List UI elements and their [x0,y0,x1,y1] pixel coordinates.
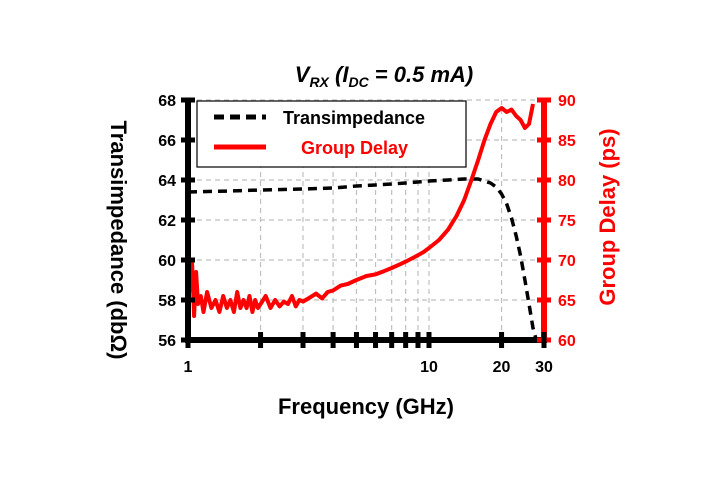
chart-title: VRX (IDC = 0.5 mA) [295,62,473,90]
left-tick-label: 64 [158,173,176,190]
right-tick-label: 70 [558,253,576,270]
left-tick-label: 56 [158,333,176,350]
legend: Transimpedance Group Delay [196,100,467,168]
x-tick-label: 30 [535,359,553,376]
series-group-delay-line [188,103,535,318]
right-tick-label: 65 [558,293,576,310]
legend-transimpedance-label: Transimpedance [283,108,425,128]
left-tick-label: 66 [158,133,176,150]
left-tick-label: 68 [158,93,176,110]
right-tick-label: 90 [558,93,576,110]
title-paren-subscript: DC [348,74,369,90]
right-axis-title: Group Delay (ps) [595,128,620,305]
left-tick-label: 58 [158,293,176,310]
series-transimpedance-line [187,177,539,343]
right-tick-label: 80 [558,173,576,190]
title-main-subscript: RX [309,74,330,90]
title-open: (I [329,62,349,87]
left-tick-label: 60 [158,253,176,270]
plot-series [187,103,539,343]
right-tick-label: 60 [558,333,576,350]
x-tick-label: 1 [184,359,193,376]
right-tick-label: 75 [558,213,576,230]
x-tick-label: 20 [493,359,511,376]
title-main: V [295,62,312,87]
axis-ticks: 56 58 60 62 64 66 68 60 65 70 75 80 85 90 1 10 20 30 [158,93,576,376]
left-tick-label: 62 [158,213,176,230]
x-tick-label: 10 [420,359,438,376]
left-axis-title: Transimpedance (dbΩ) [106,121,131,360]
title-rest: = 0.5 mA) [369,62,474,87]
x-axis-title: Frequency (GHz) [278,394,454,419]
right-tick-label: 85 [558,133,576,150]
legend-group-delay-label: Group Delay [301,138,408,158]
legend-box [196,100,467,168]
